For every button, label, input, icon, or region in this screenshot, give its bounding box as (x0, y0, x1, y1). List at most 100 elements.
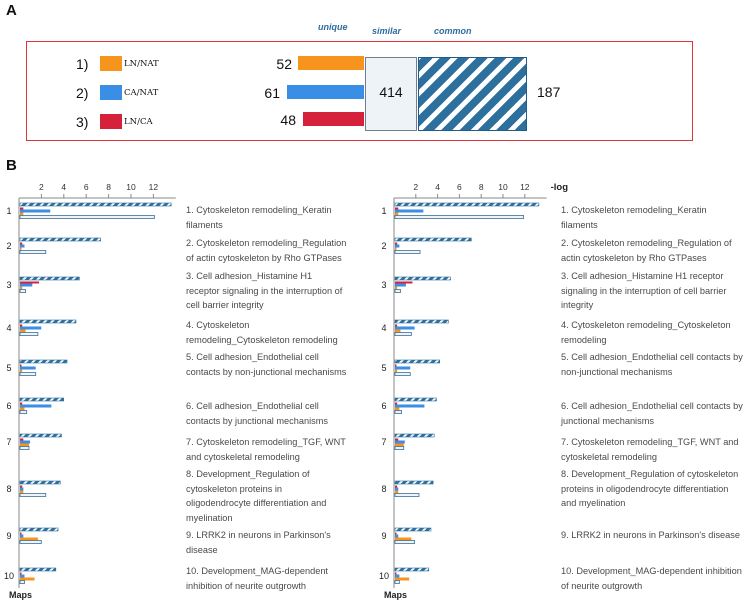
bar-ca_nat (20, 326, 42, 330)
bar-common (394, 567, 430, 572)
y-axis-label: Maps (384, 590, 407, 600)
category-label: 10 (4, 571, 14, 581)
bar-ln_ca (20, 572, 22, 575)
x-tick-label: 8 (479, 182, 484, 192)
bar-ln_ca (395, 402, 398, 405)
category-label: 8 (6, 484, 11, 494)
bar-ln_nat (20, 286, 23, 290)
category-label: 6 (381, 401, 386, 411)
unique-count: 48 (280, 112, 296, 128)
bar-similar (19, 215, 155, 219)
x-tick-label: 12 (520, 182, 530, 192)
x-axis-label: -log(pValue) (551, 182, 568, 193)
bar-ln_nat (20, 369, 23, 373)
bar-ca_nat (395, 404, 425, 408)
bar-common (19, 567, 57, 572)
bar-common (394, 276, 451, 281)
bar-common (394, 433, 435, 438)
bar-ln_ca (20, 532, 22, 535)
bar-common (394, 359, 440, 364)
bar-ln_nat (395, 369, 398, 373)
panel-label-a: A (6, 2, 17, 19)
category-label: 5 (6, 363, 11, 373)
bar-ln_nat (20, 490, 24, 494)
bar-ln_ca (20, 207, 24, 210)
bar-ca_nat (395, 534, 399, 538)
bar-ln_nat (20, 247, 22, 251)
pathway-term: 1. Cytoskeleton remodeling_Keratin filam… (561, 205, 707, 230)
bar-ln_nat (395, 212, 399, 216)
bar-ca_nat (20, 404, 52, 408)
bar-ln_ca (395, 281, 413, 284)
bar-ln_nat (20, 443, 29, 447)
x-tick-label: 6 (457, 182, 462, 192)
bar-ca_nat (395, 440, 405, 444)
bar-ln_nat (395, 247, 397, 251)
bar-common (394, 480, 434, 485)
panel-label-b: B (6, 157, 17, 174)
x-tick-label: 10 (498, 182, 508, 192)
category-label: 10 (379, 571, 389, 581)
bar-ln_ca (395, 364, 397, 367)
bar-ln_ca (395, 438, 399, 441)
bar-similar (394, 250, 421, 254)
similar-header: similar (372, 26, 402, 36)
bar-ln_ca (20, 438, 24, 441)
ca-nat-swatch (100, 85, 122, 100)
bar-common (19, 480, 61, 485)
bar-ca_nat (20, 574, 25, 578)
similar-box (365, 57, 417, 131)
x-tick-label: 2 (413, 182, 418, 192)
pathway-term: 1. Cytoskeleton remodeling_Keratin filam… (186, 205, 332, 230)
bar-ln_ca (395, 324, 398, 327)
bar-common (19, 276, 80, 281)
category-label: 9 (6, 531, 11, 541)
bar-ca_nat (20, 487, 24, 491)
bar-ln_ca (20, 402, 23, 405)
bar-ln_nat (20, 577, 35, 581)
category-label: 2 (381, 241, 386, 251)
bar-similar (19, 446, 30, 450)
bar-common (19, 202, 172, 207)
bar-ln_ca (395, 532, 397, 535)
common-count: 187 (537, 84, 561, 100)
bar-ln_ca (395, 572, 397, 575)
bar-ca_nat (395, 283, 406, 287)
bar-ca_nat (20, 283, 33, 287)
x-tick-label: 8 (106, 182, 111, 192)
pathway-term: 10. Development_MAG-dependent inhibition… (186, 566, 328, 591)
category-label: 9 (381, 531, 386, 541)
bar-common (19, 237, 101, 242)
category-label: 1 (381, 206, 386, 216)
bar-ln_nat (395, 443, 404, 447)
bar-similar (19, 289, 26, 293)
common-box (418, 57, 527, 131)
ln-ca-swatch (100, 114, 122, 129)
bar-ln_nat (20, 329, 26, 333)
row-label: LN/CA (124, 117, 153, 127)
bar-common (394, 527, 432, 532)
bar-similar (394, 372, 411, 376)
bar-ln_ca (20, 242, 23, 245)
bar-similar (19, 332, 39, 336)
bar-common (19, 433, 62, 438)
common-header: common (434, 26, 472, 36)
x-tick-label: 6 (84, 182, 89, 192)
unique-bar-ln-ca (303, 112, 364, 126)
bar-ca_nat (20, 209, 51, 213)
bar-ln_nat (395, 577, 410, 581)
category-label: 1 (6, 206, 11, 216)
row-label: LN/NAT (124, 59, 159, 69)
unique-bar-ca-nat (287, 85, 364, 99)
x-tick-label: 2 (39, 182, 44, 192)
pathway-term: 8. Development_Regulation of cytoskeleto… (561, 469, 739, 508)
bar-ca_nat (395, 574, 400, 578)
bar-similar (19, 372, 37, 376)
y-axis-label: Maps (9, 590, 32, 600)
pathway-term: 5. Cell adhesion_Endothelial cell contac… (186, 352, 347, 377)
row-number: 2) (76, 85, 89, 101)
ln-nat-swatch (100, 56, 122, 71)
category-label: 2 (6, 241, 11, 251)
bar-ln_nat (395, 329, 401, 333)
